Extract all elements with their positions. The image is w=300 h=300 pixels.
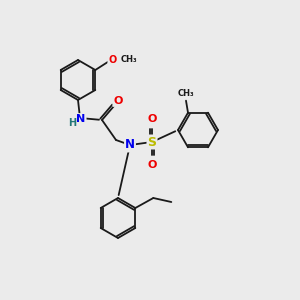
Text: H: H <box>68 118 76 128</box>
Text: CH₃: CH₃ <box>120 55 137 64</box>
Text: O: O <box>147 160 157 170</box>
Text: N: N <box>125 139 135 152</box>
Text: O: O <box>113 96 123 106</box>
Text: O: O <box>108 55 116 65</box>
Text: O: O <box>147 114 157 124</box>
Text: S: S <box>148 136 157 148</box>
Text: N: N <box>76 114 85 124</box>
Text: CH₃: CH₃ <box>178 89 194 98</box>
